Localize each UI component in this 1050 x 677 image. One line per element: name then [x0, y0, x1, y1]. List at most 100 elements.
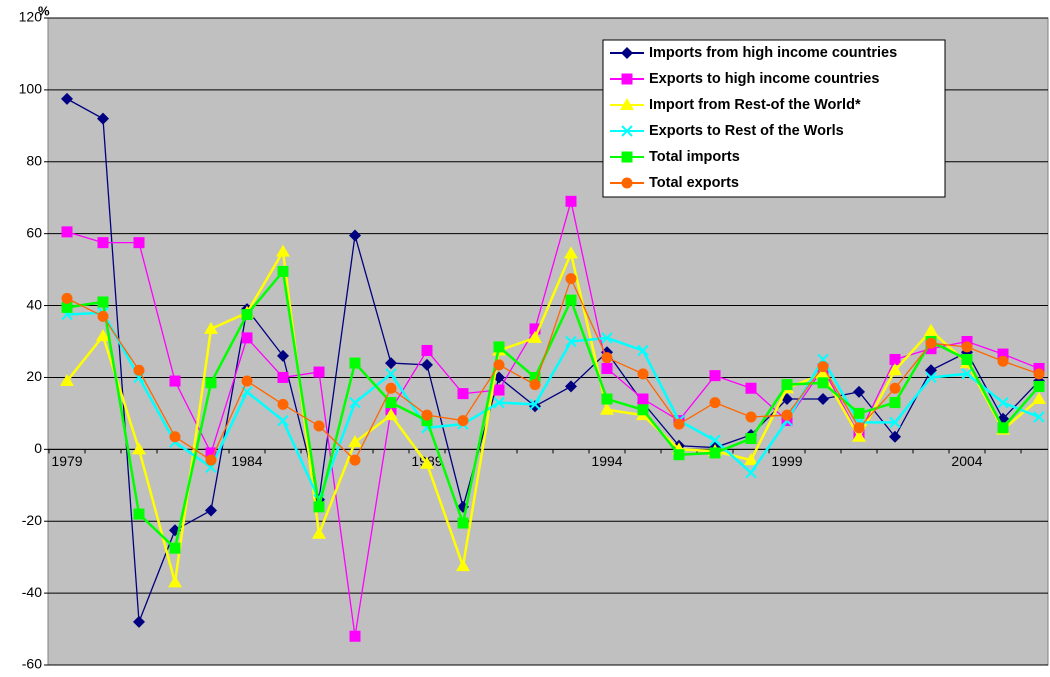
x-tick-label: 1994: [591, 453, 622, 469]
marker: [637, 344, 649, 357]
marker: [745, 411, 757, 423]
y-tick-label: 60: [26, 224, 42, 240]
legend-label: Total imports: [649, 149, 740, 165]
marker: [349, 630, 361, 642]
marker: [133, 508, 145, 520]
marker: [1032, 392, 1046, 405]
legend-label: Exports to high income countries: [649, 71, 879, 87]
marker: [205, 447, 217, 459]
legend-box: [602, 39, 946, 198]
marker: [97, 296, 109, 308]
marker: [493, 359, 505, 371]
marker: [745, 382, 757, 394]
marker: [997, 422, 1009, 434]
marker: [621, 177, 633, 189]
marker: [313, 366, 325, 378]
legend: Imports from high income countries Export…: [602, 39, 946, 198]
marker: [529, 371, 541, 383]
marker: [528, 330, 542, 343]
marker: [133, 237, 145, 249]
series-line: [66, 98, 1040, 623]
series-line: [66, 276, 1040, 462]
marker: [276, 244, 290, 257]
marker: [816, 366, 830, 379]
marker: [853, 422, 865, 434]
marker: [385, 382, 397, 394]
legend-label: Import from Rest-of the World*: [649, 97, 861, 113]
marker: [565, 294, 577, 306]
marker: [889, 382, 901, 394]
series-line: [66, 201, 1040, 637]
marker: [457, 517, 469, 529]
marker: [621, 125, 633, 137]
marker: [817, 393, 829, 406]
marker: [313, 420, 325, 432]
marker: [1033, 368, 1045, 380]
marker: [529, 398, 541, 411]
x-tick-label: 1999: [771, 453, 802, 469]
marker: [709, 447, 721, 459]
marker: [853, 385, 865, 398]
marker: [349, 454, 361, 466]
marker: [349, 396, 361, 409]
marker: [169, 375, 181, 387]
marker: [241, 309, 253, 321]
marker: [277, 349, 289, 362]
marker: [277, 414, 289, 427]
y-tick-label: -20: [22, 512, 42, 528]
x-tick-label: 1979: [51, 453, 82, 469]
y-tick-label: 80: [26, 152, 42, 168]
marker: [565, 195, 577, 207]
marker: [457, 388, 469, 400]
marker: [349, 229, 361, 242]
marker: [637, 368, 649, 380]
marker: [277, 398, 289, 410]
marker: [205, 454, 217, 466]
legend-label: Exports to Rest of the Worls: [649, 123, 844, 139]
marker: [421, 409, 433, 421]
marker: [621, 73, 633, 85]
marker: [61, 92, 73, 105]
y-tick-label: 20: [26, 368, 42, 384]
marker: [889, 397, 901, 409]
marker: [96, 329, 110, 342]
y-tick-label: 100: [19, 81, 43, 97]
marker: [925, 371, 937, 384]
marker: [924, 323, 938, 336]
marker: [61, 301, 73, 313]
marker: [889, 430, 901, 443]
marker: [168, 575, 182, 588]
marker: [744, 453, 758, 466]
y-tick-label: 40: [26, 296, 42, 312]
marker: [97, 310, 109, 322]
marker: [817, 377, 829, 389]
marker: [348, 435, 362, 448]
marker: [601, 352, 613, 364]
marker: [565, 380, 577, 393]
marker: [385, 357, 397, 370]
marker: [601, 362, 613, 374]
marker: [313, 501, 325, 513]
marker: [493, 396, 505, 409]
series-line: [66, 247, 1040, 583]
marker: [60, 374, 74, 387]
marker: [637, 404, 649, 416]
marker: [997, 348, 1009, 360]
marker: [709, 397, 721, 409]
marker: [601, 332, 613, 344]
marker: [620, 98, 634, 110]
marker: [925, 337, 937, 349]
marker: [565, 273, 577, 285]
legend-label: Total exports: [649, 175, 739, 191]
marker: [385, 368, 397, 380]
marker: [241, 332, 253, 344]
marker: [961, 353, 973, 365]
x-tick-label: 1984: [231, 453, 262, 469]
y-tick-label: 120: [19, 9, 43, 25]
marker: [133, 364, 145, 376]
marker: [621, 151, 633, 163]
marker: [961, 368, 973, 380]
marker: [673, 418, 685, 430]
marker: [637, 393, 649, 405]
y-axis-label: %: [38, 3, 50, 18]
